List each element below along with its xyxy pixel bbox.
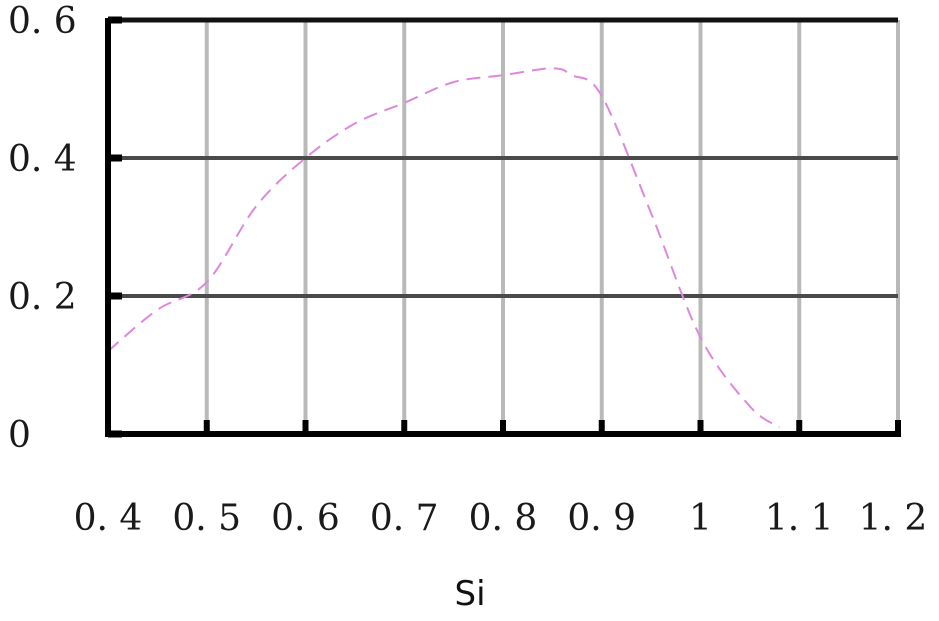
y-tick-labels: 0 0. 2 0. 4 0. 6 — [8, 1, 77, 456]
x-tick-label: 0. 4 — [74, 498, 143, 539]
x-tick-label: 0. 6 — [271, 498, 340, 539]
y-tick-label: 0 — [8, 415, 31, 456]
y-tick-label: 0. 2 — [8, 277, 77, 318]
y-tick-label: 0. 4 — [8, 139, 77, 180]
x-tick-label: 1 — [689, 498, 712, 539]
x-axis-title: Si — [454, 574, 485, 614]
axes — [105, 16, 901, 438]
x-tick-label: 0. 8 — [469, 498, 538, 539]
series-lines — [107, 67, 781, 428]
x-tick-label: 1. 1 — [765, 498, 834, 539]
vertical-gridlines — [204, 20, 900, 434]
x-tick-labels: 0. 4 0. 5 0. 6 0. 7 0. 8 0. 9 1 1. 1 1. 2 — [74, 498, 928, 539]
x-tick-label: 0. 9 — [567, 498, 636, 539]
x-tick-label: 0. 5 — [172, 498, 241, 539]
x-tick-label: 0. 7 — [370, 498, 439, 539]
series-line — [107, 67, 781, 428]
x-tick-label: 1. 2 — [859, 498, 928, 539]
y-tick-label: 0. 6 — [8, 1, 77, 42]
